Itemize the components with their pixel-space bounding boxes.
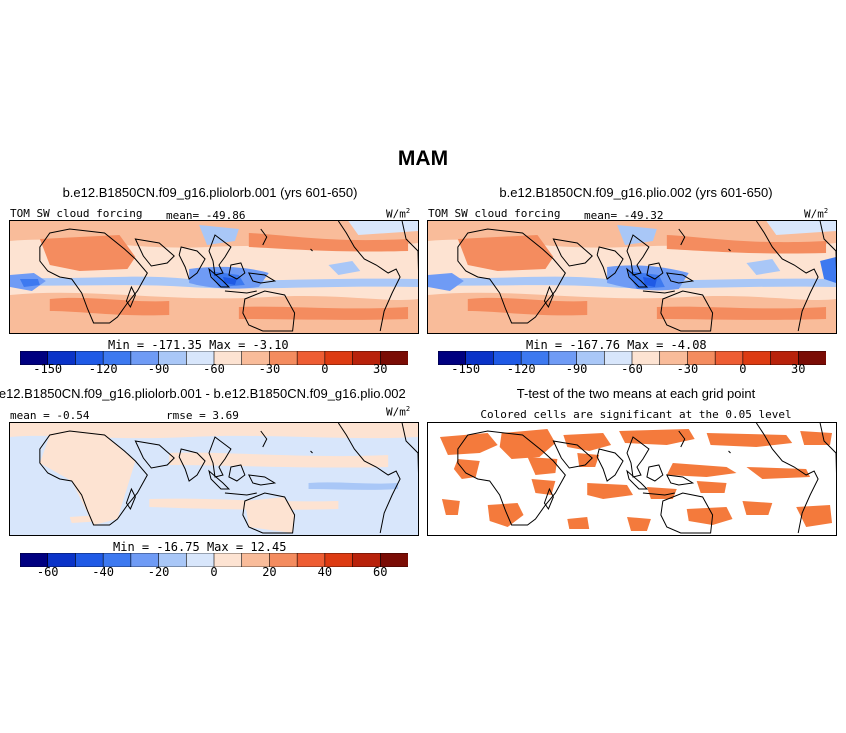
panel2-minmax: Min = -167.76 Max = -4.08 xyxy=(526,338,707,352)
colorbar-tick-label: -40 xyxy=(92,565,114,579)
panel1-map xyxy=(9,220,419,334)
panel2-map xyxy=(427,220,837,334)
colorbar-tick-label: -20 xyxy=(147,565,170,579)
panel1-field-label: TOM SW cloud forcing xyxy=(10,207,143,220)
panel1-colorbar-ticks: -150 -120 -90 -60 -30 0 30 xyxy=(20,362,408,378)
colorbar-tick-label: 20 xyxy=(262,565,277,579)
colorbar-tick-label: -30 xyxy=(258,362,281,376)
colorbar-tick-label: 40 xyxy=(317,565,333,579)
panel2-field-label: TOM SW cloud forcing xyxy=(428,207,561,220)
colorbar-tick-label: 0 xyxy=(210,565,218,579)
panel3-units: W/m2 xyxy=(386,405,411,419)
figure-title: MAM xyxy=(397,147,449,170)
panel3-colorbar-ticks: -60 -40 -20 0 20 40 60 xyxy=(20,565,408,581)
panel2-units: W/m2 xyxy=(804,207,829,221)
colorbar-tick-label: -60 xyxy=(203,362,225,376)
panel3-minmax: Min = -16.75 Max = 12.45 xyxy=(113,540,287,554)
panel3-mean: mean = -0.54 xyxy=(10,409,90,422)
panel3-map xyxy=(9,422,419,536)
panel2-title: b.e12.B1850CN.f09_g16.plio.002 (yrs 601-… xyxy=(499,185,773,200)
colorbar-tick-label: -60 xyxy=(621,362,643,376)
colorbar-swatch xyxy=(379,553,408,567)
colorbar-tick-label: -30 xyxy=(676,362,699,376)
colorbar-tick-label: 30 xyxy=(791,362,806,376)
panel2-colorbar-ticks: -150 -120 -90 -60 -30 0 30 xyxy=(438,362,826,378)
panel2-colorbar xyxy=(438,351,826,365)
colorbar-tick-label: -90 xyxy=(565,362,588,376)
panel2-mean: mean= -49.32 xyxy=(584,209,664,222)
colorbar-tick-label: -150 xyxy=(33,362,63,376)
panel1-units: W/m2 xyxy=(386,207,411,221)
colorbar-tick-label: -120 xyxy=(88,362,118,376)
panel3-title: b.e12.B1850CN.f09_g16.pliolorb.001 - b.e… xyxy=(0,386,406,401)
panel1-colorbar xyxy=(20,351,408,365)
panel4-subtitle: Colored cells are significant at the 0.0… xyxy=(480,408,792,421)
panel3-rmse: rmse = 3.69 xyxy=(166,409,239,422)
panel3-colorbar xyxy=(20,553,408,567)
colorbar-tick-label: -90 xyxy=(147,362,170,376)
panel1-mean: mean= -49.86 xyxy=(166,209,246,222)
panel4-title: T-test of the two means at each grid poi… xyxy=(516,386,756,401)
colorbar-swatch xyxy=(379,351,408,365)
colorbar-tick-label: -120 xyxy=(506,362,536,376)
panel1-title: b.e12.B1850CN.f09_g16.pliolorb.001 (yrs … xyxy=(62,185,358,200)
panel1-minmax: Min = -171.35 Max = -3.10 xyxy=(108,338,289,352)
colorbar-tick-label: -150 xyxy=(451,362,481,376)
colorbar-tick-label: 0 xyxy=(739,362,747,376)
colorbar-tick-label: 0 xyxy=(321,362,329,376)
colorbar-swatch xyxy=(797,351,826,365)
colorbar-tick-label: 30 xyxy=(373,362,388,376)
colorbar-tick-label: 60 xyxy=(373,565,388,579)
colorbar-tick-label: -60 xyxy=(36,565,59,579)
panel4-map xyxy=(427,422,837,536)
